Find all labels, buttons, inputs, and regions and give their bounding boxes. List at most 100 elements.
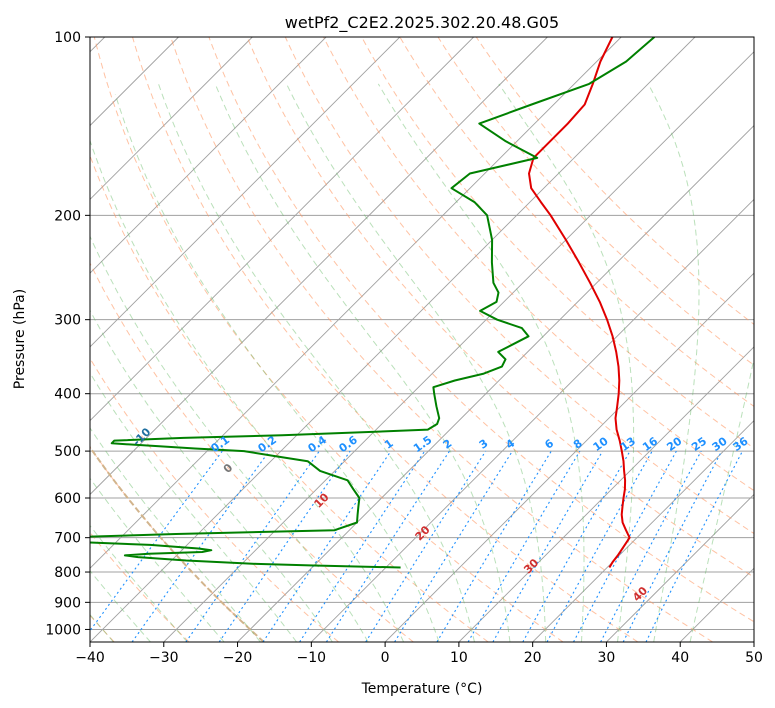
moist-adiabat-line xyxy=(114,94,440,642)
moist-adiabat-line xyxy=(214,83,511,642)
moist-adiabat-line xyxy=(90,139,405,642)
mixing-ratio-line xyxy=(131,450,270,642)
moist-adiabat-line xyxy=(90,524,188,642)
x-tick-label: 40 xyxy=(671,650,689,666)
y-tick-label: 1000 xyxy=(45,622,81,638)
dry-adiabat-line xyxy=(93,37,564,642)
dry-adiabat-line xyxy=(437,37,754,366)
x-tick-label: −30 xyxy=(149,650,179,666)
isotherm-line xyxy=(458,346,754,642)
mixing-ratio-line xyxy=(436,450,552,642)
y-tick-label: 600 xyxy=(54,491,81,507)
isotherm-line xyxy=(384,272,754,642)
plot-frame xyxy=(89,36,755,643)
isotherm-line xyxy=(311,198,754,642)
dry-adiabat-label: 10 xyxy=(312,490,332,510)
mixing-ratio-line xyxy=(185,450,320,642)
dry-adiabat-line xyxy=(90,446,265,642)
mixing-ratio-line xyxy=(90,450,223,632)
mixing-ratio-line xyxy=(573,450,677,642)
isotherm-line xyxy=(163,51,754,642)
axes-layer: −40 −30 −20 −10 0 10 20 30 40 5010009008007006005… xyxy=(45,30,763,666)
dry-adiabat-label: 20 xyxy=(413,523,433,543)
isotherm-line xyxy=(90,37,401,348)
isotherm-line xyxy=(753,641,754,642)
x-tick-label: −40 xyxy=(75,650,105,666)
mixing-ratio-label: 6 xyxy=(542,437,556,452)
mixing-ratio-line xyxy=(394,450,513,642)
isotherm-line xyxy=(90,37,474,422)
isotherm-line xyxy=(237,124,754,642)
moist-adiabat-line xyxy=(647,83,700,642)
y-tick-label: 800 xyxy=(54,565,81,581)
x-tick-label: 0 xyxy=(381,650,390,666)
mixing-ratio-label: 3 xyxy=(477,437,491,452)
isotherm-line xyxy=(679,567,754,642)
y-tick-label: 200 xyxy=(54,208,81,224)
dry-adiabat-line xyxy=(284,37,754,535)
mixing-ratio-line xyxy=(600,450,702,642)
x-axis-label: Temperature (°C) xyxy=(361,681,483,697)
y-tick-label: 700 xyxy=(54,531,81,547)
y-tick-label: 500 xyxy=(54,444,81,460)
moist-adiabat-line xyxy=(90,427,261,642)
y-axis-label: Pressure (hPa) xyxy=(12,289,28,389)
moist-adiabat-line xyxy=(377,83,585,642)
moist-adiabat-line xyxy=(90,235,369,642)
isotherm-line xyxy=(606,493,754,642)
mixing-ratio-line xyxy=(262,450,392,642)
isotherm-line xyxy=(532,420,754,642)
y-tick-label: 100 xyxy=(54,30,81,46)
dry-adiabat-label: 0 xyxy=(221,461,236,476)
dry-adiabat-line xyxy=(208,37,754,623)
dry-adiabat-line xyxy=(90,262,414,642)
mixing-ratio-label: 2 xyxy=(441,437,455,452)
x-tick-label: 30 xyxy=(598,650,616,666)
x-tick-label: 50 xyxy=(745,650,763,666)
grid-layer xyxy=(90,37,754,642)
mixing-ratio-label: 4 xyxy=(504,437,518,452)
dry-adiabat-line xyxy=(170,37,713,642)
x-tick-label: −10 xyxy=(297,650,327,666)
isotherm-line xyxy=(90,37,548,496)
dry-adiabat-line xyxy=(90,357,339,642)
profiles-layer xyxy=(90,37,656,569)
mixing-ratio-line xyxy=(622,450,723,642)
mixing-ratio-label: 0.6 xyxy=(336,433,360,455)
x-tick-label: −20 xyxy=(223,650,253,666)
mixing-ratio-line xyxy=(546,450,653,642)
isotherm-line xyxy=(90,37,622,569)
moist-adiabat-line xyxy=(90,477,225,642)
moist-adiabat-line xyxy=(90,371,297,642)
mixing-ratio-label: 1.5 xyxy=(411,433,434,455)
dry-adiabat-label: 30 xyxy=(521,556,541,576)
dry-adiabat-line xyxy=(90,154,489,642)
moist-adiabat-line xyxy=(689,356,754,642)
mixing-ratio-line xyxy=(645,450,743,642)
dry-adiabat-line xyxy=(323,37,754,492)
isotherm-line xyxy=(90,37,696,642)
mixing-ratio-line xyxy=(365,450,487,642)
mixing-ratio-label: 0.4 xyxy=(306,433,330,455)
moist-adiabat-line xyxy=(90,309,333,642)
dry-adiabat-line xyxy=(246,37,754,578)
x-tick-label: 10 xyxy=(450,650,468,666)
dry-adiabat-line xyxy=(90,531,190,642)
mixing-ratio-line xyxy=(218,450,351,642)
chart-title: wetPf2_C2E2.2025.302.20.48.G05 xyxy=(285,13,559,33)
y-tick-label: 900 xyxy=(54,595,81,611)
temperature-profile-line xyxy=(528,37,631,569)
moist-adiabat-line xyxy=(498,83,635,642)
x-tick-label: 20 xyxy=(524,650,542,666)
mixing-ratio-line xyxy=(492,450,604,642)
mixing-ratio-line xyxy=(299,450,426,642)
dewpoint-profile-line xyxy=(90,37,656,569)
isotherm-line xyxy=(90,37,253,200)
mixing-ratio-line xyxy=(467,450,581,642)
mixing-ratio-line xyxy=(522,450,631,642)
dry-adiabat-line xyxy=(132,37,639,642)
dry-adiabat-line xyxy=(399,37,754,408)
moist-adiabat-line xyxy=(158,83,475,642)
moist-adiabat-line xyxy=(286,83,547,642)
